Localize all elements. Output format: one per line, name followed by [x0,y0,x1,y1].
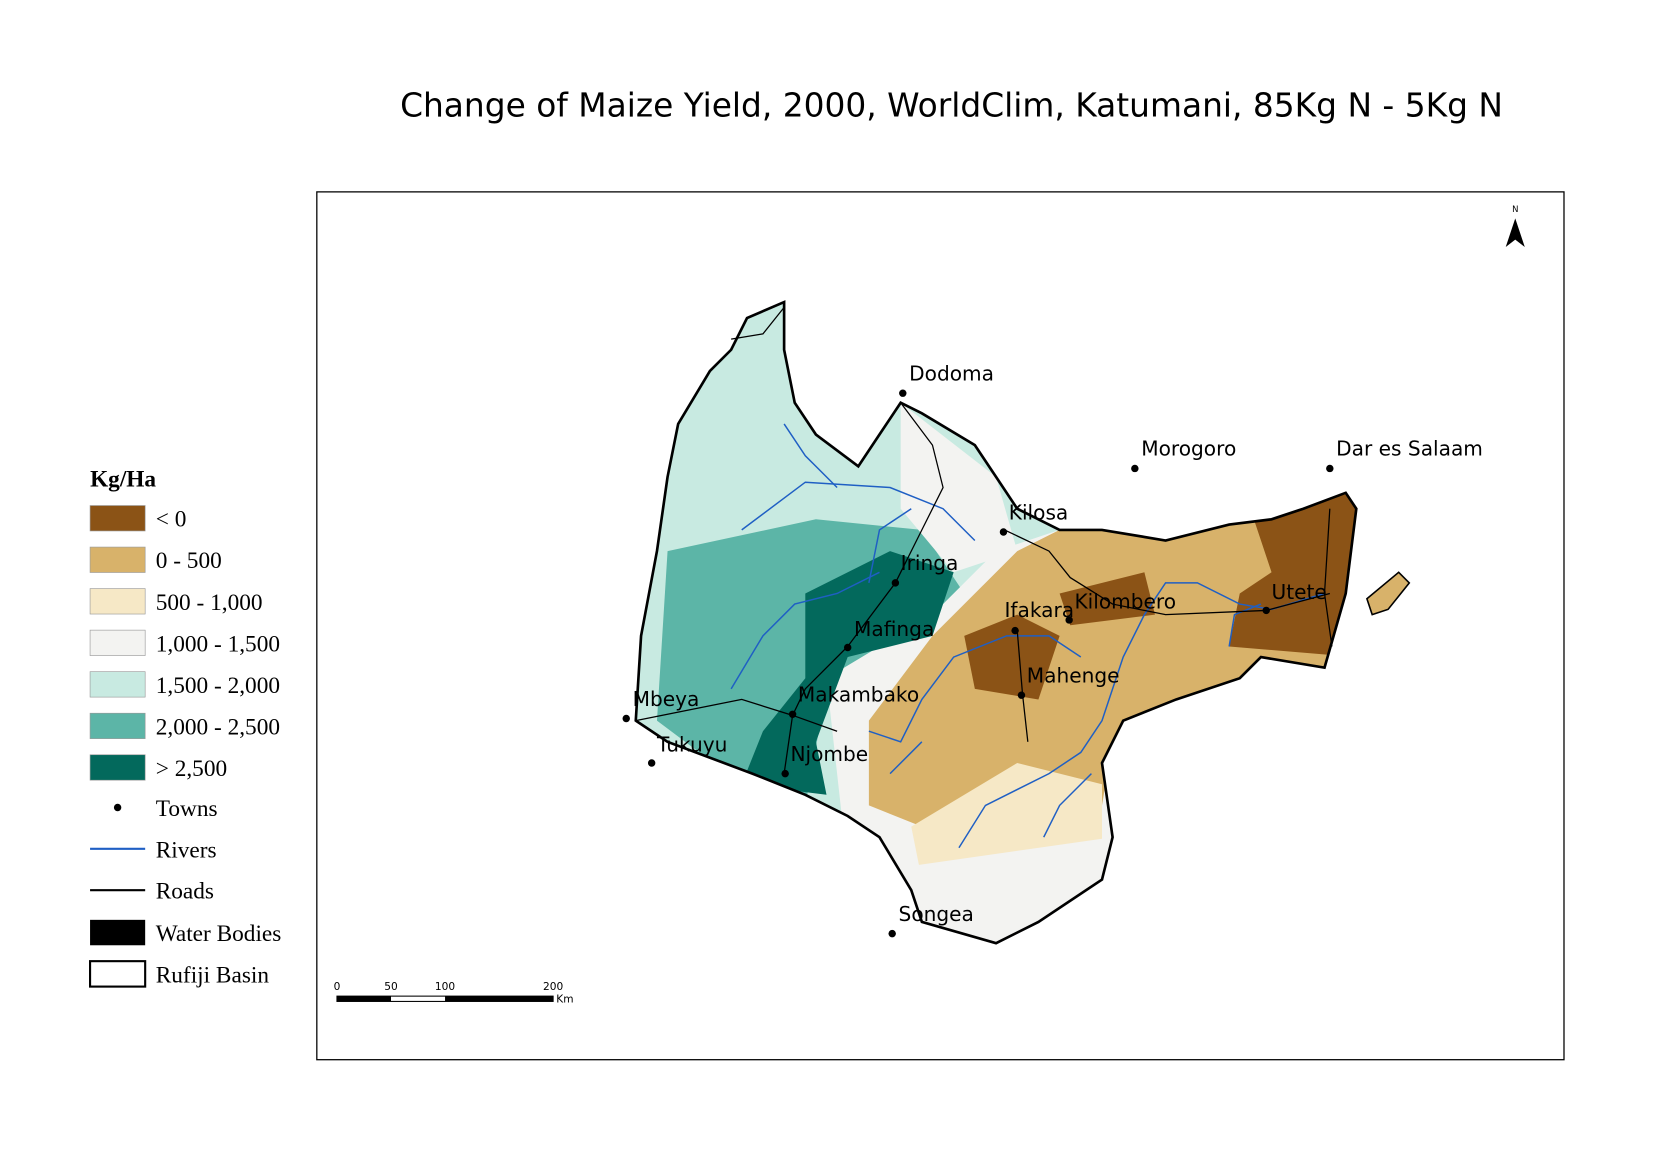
town-label: Morogoro [1141,437,1236,461]
legend-swatch [89,588,146,615]
town: Songea [888,902,974,938]
town: Tukuyu [647,732,727,767]
north-label: N [1512,204,1518,214]
town: Dar es Salaam [1326,437,1483,473]
legend-title: Kg/Ha [90,466,156,492]
legend: Kg/Ha Towns Rivers Roads Water Bodies Ru… [89,466,282,988]
legend-label: < 0 [156,507,187,533]
river [868,508,912,584]
river [889,741,923,775]
class-area [741,551,954,795]
road [635,698,838,732]
town: Mafinga [843,617,934,652]
town-label: Kilombero [1074,589,1176,613]
class-area [1059,572,1155,626]
river [868,635,1082,743]
scale-bar: 0 50 100 200 Km [334,981,574,1006]
north-arrow: N [1505,204,1525,247]
class-area [900,402,1018,573]
town-label: Iringa [901,551,959,575]
legend-label: 500 - 1,000 [156,590,263,616]
town: Makambako [788,683,919,718]
town-label: Mbeya [633,687,700,711]
legend-label: 0 - 500 [156,548,222,574]
legend-swatch [89,546,146,573]
legend-label: Towns [156,796,218,822]
scale-segment [336,996,391,1002]
legend-label: Rivers [156,837,217,863]
town-label: Dar es Salaam [1336,437,1483,461]
legend-swatch [89,712,146,739]
legend-town-symbol [113,803,122,812]
river [730,571,880,690]
town-label: Dodoma [909,361,994,385]
scale-label: 100 [435,981,455,993]
town-label: Mafinga [854,617,934,641]
town-label: Makambako [798,683,919,707]
legend-water-symbol [90,919,146,946]
river [1228,603,1262,647]
legend-label: Roads [156,879,214,905]
town: Kilombero [1065,589,1176,624]
town-label: Kilosa [1009,500,1069,524]
river [1043,773,1092,838]
town-label: Njombe [790,742,868,766]
town-label: Songea [899,902,974,926]
legend-swatch [89,671,146,698]
rivers [730,423,1325,849]
legend-label: > 2,500 [156,756,227,782]
scale-unit: Km [556,993,573,1005]
town-label: Ifakara [1005,598,1075,622]
map-title: Change of Maize Yield, 2000, WorldClim, … [400,87,1503,125]
scale-segment [445,996,554,1002]
town: Dodoma [899,361,994,397]
class-area [1229,492,1357,658]
town: Iringa [891,551,959,587]
legend-swatch [89,629,146,656]
north-icon [1505,218,1525,247]
river [741,481,976,542]
legend-label: Rufiji Basin [156,962,270,988]
town: Mahenge [1017,663,1120,699]
legend-label: 1,000 - 1,500 [156,631,280,657]
legend-label: 1,500 - 2,000 [156,673,280,699]
town: Kilosa [999,500,1069,536]
road [1323,508,1333,647]
legend-swatch [89,754,146,781]
scale-label: 0 [334,981,341,993]
scale-label: 200 [543,981,563,993]
legend-swatch [89,505,146,532]
yield-raster [635,302,1357,944]
map-frame [316,191,1565,1061]
class-area [868,487,1357,848]
legend-basin-symbol [89,960,147,988]
towns: Dodoma Morogoro Dar es Salaam Kilosa Iri… [622,361,1483,938]
town: Morogoro [1131,437,1236,473]
town-label: Mahenge [1027,663,1120,687]
road [731,306,785,340]
legend-label: Water Bodies [156,921,282,947]
town: Ifakara [1005,598,1075,635]
legend-label: 2,000 - 2,500 [156,714,280,740]
island [1365,571,1411,616]
scale-label: 50 [384,981,398,993]
town-label: Tukuyu [656,732,727,756]
river [783,423,838,489]
town-label: Utete [1272,580,1327,604]
river [958,582,1325,849]
town: Mbeya [622,687,700,723]
town: Njombe [781,742,868,778]
town: Utete [1262,580,1327,615]
